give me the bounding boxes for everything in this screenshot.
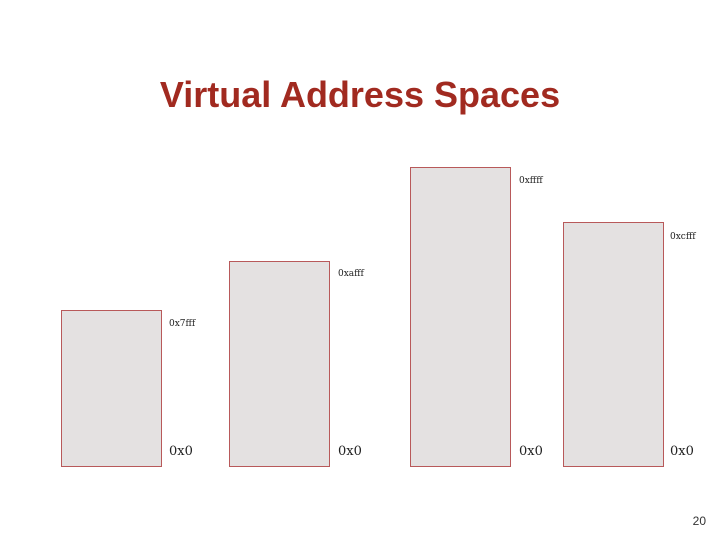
address-space-2-high-label: 0xafff xyxy=(338,269,364,279)
address-space-1-high-label: 0x7fff xyxy=(169,319,196,329)
address-space-3-high-label: 0xffff xyxy=(519,176,543,186)
address-space-1-low-label: 0x0 xyxy=(169,444,193,459)
address-space-box-1 xyxy=(61,310,162,467)
address-space-box-4 xyxy=(563,222,664,467)
address-space-2-low-label: 0x0 xyxy=(338,444,362,459)
address-space-box-2 xyxy=(229,261,330,467)
address-space-4-high-label: 0xcfff xyxy=(670,232,696,242)
address-space-box-3 xyxy=(410,167,511,467)
slide-title: Virtual Address Spaces xyxy=(159,74,561,115)
page-number: 20 xyxy=(692,514,706,528)
address-space-4-low-label: 0x0 xyxy=(670,444,694,459)
address-space-3-low-label: 0x0 xyxy=(519,444,543,459)
